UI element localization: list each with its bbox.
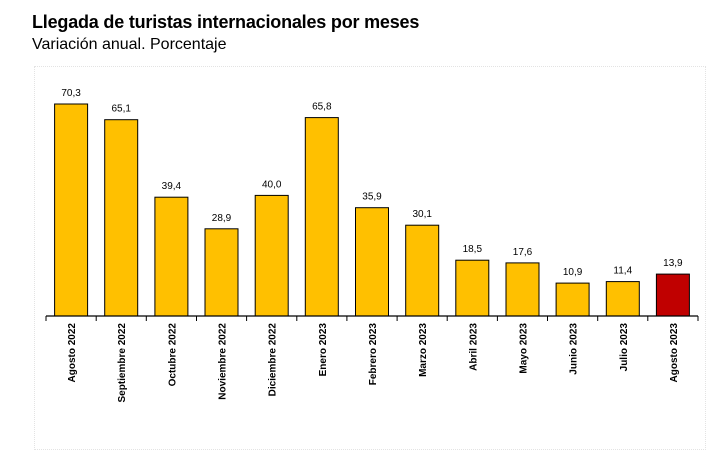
chart-frame [34,66,706,450]
data-label-2: 65,1 [111,104,131,115]
x-tick-label-10: Mayo 2023 [519,323,530,374]
chart-title: Llegada de turistas internacionales por … [32,12,420,32]
x-tick-label-11: Junio 2023 [569,323,580,375]
data-label-3: 39,4 [162,181,182,192]
bar-4 [204,228,239,317]
x-tick-label-5: Diciembre 2022 [268,323,279,397]
x-tick-label-4: Noviembre 2022 [218,323,229,400]
bar-11 [555,282,590,317]
data-label-1: 70,3 [61,88,81,99]
bar-2 [104,119,139,317]
data-label-9: 18,5 [463,244,483,255]
data-label-4: 28,9 [212,213,232,224]
data-label-13: 13,9 [663,258,683,269]
data-label-11: 10,9 [563,267,583,278]
data-label-5: 40,0 [262,179,282,190]
x-tick-label-7: Febrero 2023 [368,323,379,386]
bar-3 [154,196,189,317]
x-tick-label-13: Agosto 2023 [669,323,680,383]
data-label-6: 65,8 [312,102,332,113]
chart-subtitle: Variación anual. Porcentaje [32,36,227,53]
data-label-10: 17,6 [513,247,533,258]
data-label-12: 11,4 [613,266,632,277]
bar-13 [655,273,690,317]
bar-5 [254,194,289,317]
bar-10 [505,262,540,317]
x-tick-label-3: Octubre 2022 [167,323,178,387]
bar-9 [455,259,490,317]
x-tick-label-1: Agosto 2022 [67,323,78,383]
x-tick-label-6: Enero 2023 [318,323,329,377]
bar-1 [54,103,89,317]
x-tick-label-8: Marzo 2023 [418,323,429,377]
x-tick-label-9: Abril 2023 [468,323,479,371]
data-label-8: 30,1 [412,209,432,220]
x-tick-label-12: Julio 2023 [619,323,630,372]
data-label-7: 35,9 [362,192,382,203]
bar-6 [304,117,339,317]
x-tick-label-2: Septiembre 2022 [117,323,128,403]
bar-12 [605,281,640,317]
bar-8 [405,224,440,317]
bar-7 [355,207,389,317]
